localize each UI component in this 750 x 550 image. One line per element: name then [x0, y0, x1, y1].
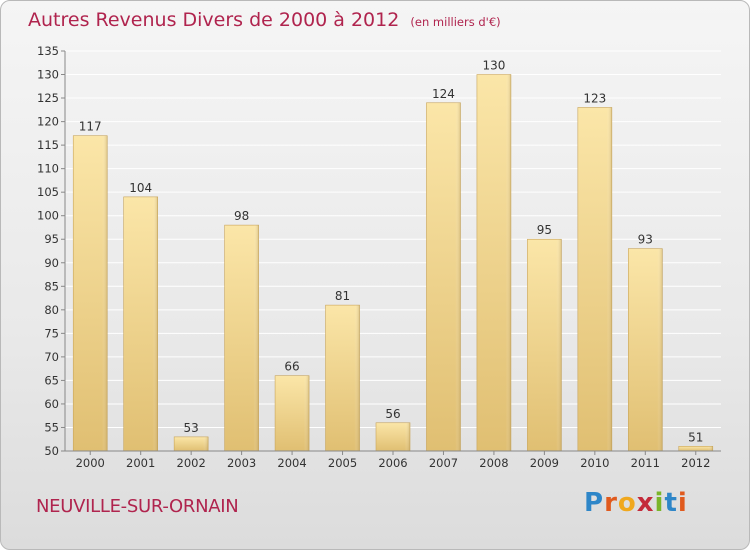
y-tick-label: 80: [44, 303, 59, 317]
y-tick-label: 85: [44, 279, 59, 293]
value-label: 93: [638, 233, 653, 247]
bar-shade: [628, 248, 663, 451]
x-tick-label: 2012: [681, 456, 710, 470]
value-label: 117: [79, 120, 102, 134]
title-row: Autres Revenus Divers de 2000 à 2012 (en…: [28, 9, 501, 31]
x-tick-label: 2008: [479, 456, 508, 470]
logo-letter: o: [617, 488, 637, 518]
x-tick-label: 2002: [177, 456, 206, 470]
value-label: 81: [335, 289, 350, 303]
x-tick-label: 2006: [378, 456, 407, 470]
x-axis: 2000 2001 2002 2003 2004 2005 2006 2007 2008 2009…: [65, 450, 721, 470]
y-tick-label: 70: [44, 350, 59, 364]
bar-shade: [275, 375, 310, 451]
bar-shade: [224, 225, 259, 451]
y-tick-label: 75: [44, 326, 59, 340]
value-label: 123: [583, 91, 606, 105]
grid-lines: [65, 50, 721, 452]
proxiti-logo: Proxiti: [584, 488, 688, 518]
y-tick-label: 115: [37, 138, 59, 152]
x-tick-label: 2009: [530, 456, 559, 470]
x-tick-label: 2004: [277, 456, 306, 470]
value-label: 51: [688, 430, 703, 444]
logo-letter: P: [584, 488, 605, 518]
y-tick-label: 60: [44, 397, 59, 411]
value-label: 124: [432, 87, 455, 101]
x-tick-label: 2010: [580, 456, 609, 470]
y-tick-label: 50: [44, 444, 59, 458]
value-label: 53: [184, 421, 199, 435]
bar-shade: [426, 102, 461, 451]
value-label: 98: [234, 209, 249, 223]
value-label: 104: [129, 181, 152, 195]
value-label: 130: [482, 59, 505, 73]
y-axis: 50 55 60 65 70 75 80 85 90 95 100 105 110 115 120 125 13…: [37, 44, 66, 458]
y-tick-label: 120: [37, 115, 59, 129]
bar-shade: [73, 135, 108, 452]
x-tick-label: 2007: [429, 456, 458, 470]
bar-shade: [325, 305, 360, 451]
bar-shade: [376, 422, 410, 451]
value-label: 56: [385, 407, 400, 421]
x-tick-label: 2011: [631, 456, 660, 470]
bar-shade: [527, 239, 562, 451]
x-tick-label: 2001: [126, 456, 155, 470]
y-tick-label: 105: [37, 185, 59, 199]
bar-shade: [476, 74, 511, 451]
logo-letter: i: [654, 488, 665, 518]
value-label: 95: [537, 223, 552, 237]
bar-shade: [678, 446, 713, 451]
y-tick-label: 90: [44, 256, 59, 270]
logo-letter: i: [677, 488, 688, 518]
chart-title: Autres Revenus Divers de 2000 à 2012: [28, 9, 400, 31]
bar-shade: [577, 107, 612, 452]
chart-subtitle: (en milliers d'€): [410, 15, 501, 29]
bars: 117 104 53 98 66 81 56 124 130 95 123 93 51: [72, 59, 714, 452]
city-name: NEUVILLE-SUR-ORNAIN: [36, 496, 239, 517]
bar-shade: [123, 196, 158, 451]
y-tick-label: 135: [37, 44, 59, 58]
logo-letter: t: [664, 488, 678, 518]
y-tick-label: 110: [37, 162, 59, 176]
y-tick-label: 55: [44, 420, 59, 434]
x-tick-label: 2000: [76, 456, 105, 470]
y-tick-label: 65: [44, 373, 59, 387]
x-tick-label: 2003: [227, 456, 256, 470]
y-tick-label: 125: [37, 91, 59, 105]
y-tick-label: 130: [37, 68, 59, 82]
logo-letter: x: [636, 488, 655, 518]
y-tick-label: 100: [37, 209, 59, 223]
y-tick-label: 95: [44, 232, 59, 246]
value-label: 66: [284, 360, 299, 374]
bar-shade: [174, 436, 209, 451]
logo-letter: r: [604, 488, 618, 518]
x-tick-label: 2005: [328, 456, 357, 470]
